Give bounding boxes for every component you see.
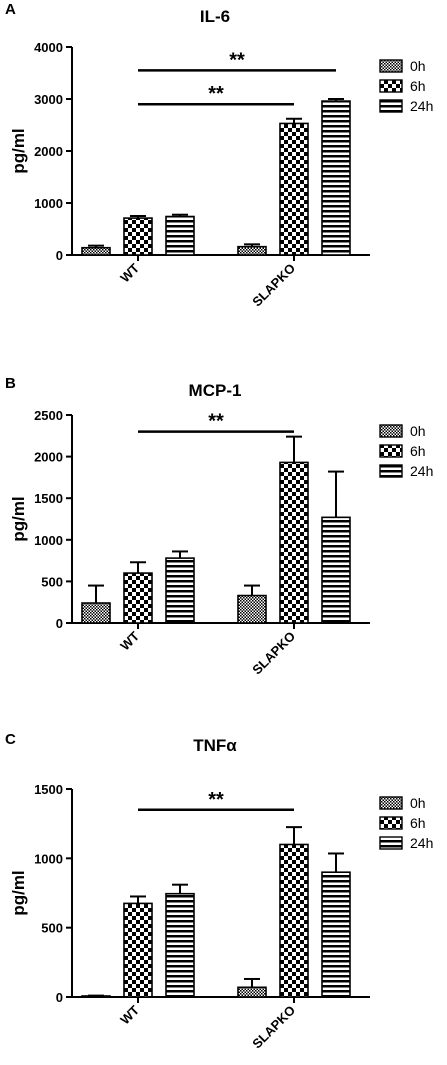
chart-title: IL-6 [200,7,230,26]
legend-label: 24h [410,835,433,851]
bar-0h-slapko [237,986,267,998]
y-axis-label: pg/ml [9,870,28,915]
panel-letter: B [5,375,16,392]
bar-6h-slapko [279,122,309,256]
legend-swatch-6h [379,816,403,830]
bar-6h-wt [123,572,153,624]
category-label: SLAPKO [249,629,298,678]
category-label: WT [117,260,142,285]
bar-24h-slapko [321,516,351,624]
bar-0h-wt [81,602,111,624]
legend-label: 6h [410,815,426,831]
y-tick-label: 1500 [34,491,63,506]
legend-label: 0h [410,795,426,811]
y-tick-label: 0 [56,616,63,631]
category-label: SLAPKO [249,1003,298,1052]
bar-0h-slapko [237,594,267,624]
y-tick-label: 500 [41,574,63,589]
bar-24h-wt [165,215,195,256]
significance-label: ** [208,83,224,105]
y-tick-label: 1000 [34,196,63,211]
y-tick-label: 3000 [34,92,63,107]
legend-label: 6h [410,78,426,94]
category-label: WT [117,628,142,653]
legend-swatch-24h [379,836,403,850]
legend-label: 0h [410,58,426,74]
chart-panel-c: C TNFα pg/ml 0 500 1000 1500 WT SLAPKO ** 0h 6h 24h [5,731,433,1051]
bar-0h-wt [81,246,111,256]
bar-24h-wt [165,892,195,998]
bar-6h-slapko [279,843,309,998]
legend-label: 6h [410,443,426,459]
significance-label: ** [208,411,224,433]
y-tick-label: 2000 [34,450,63,465]
significance-label: ** [229,49,245,71]
chart-panel-b: B MCP-1 pg/ml 0 500 1000 1500 2000 2500 WT SLAPKO *… [5,375,433,677]
y-tick-label: 1500 [34,782,63,797]
legend-swatch-6h [379,79,403,93]
y-tick-label: 4000 [34,40,63,55]
category-label: WT [117,1002,142,1027]
y-tick-label: 0 [56,248,63,263]
bar-24h-slapko [321,100,351,256]
y-tick-label: 2000 [34,144,63,159]
legend-swatch-0h [379,424,403,438]
legend-swatch-24h [379,464,403,478]
legend-swatch-24h [379,99,403,113]
chart-title: TNFα [193,736,237,755]
chart-title: MCP-1 [189,381,242,400]
legend-label: 24h [410,98,433,114]
legend-swatch-0h [379,59,403,73]
bar-0h-slapko [237,245,267,256]
bar-24h-wt [165,557,195,624]
bar-6h-wt [123,902,153,998]
y-axis-label: pg/ml [9,128,28,173]
bar-24h-slapko [321,871,351,998]
y-tick-label: 1000 [34,851,63,866]
legend-swatch-6h [379,444,403,458]
legend-swatch-0h [379,796,403,810]
chart-panel-a: A IL-6 pg/ml 0 1000 2000 3000 4000 WT SLAPKO **** 0… [5,1,433,309]
y-tick-label: 1000 [34,533,63,548]
significance-label: ** [208,789,224,811]
y-axis-label: pg/ml [9,496,28,541]
bar-6h-slapko [279,461,309,624]
legend-label: 24h [410,463,433,479]
panel-letter: A [5,1,16,18]
y-tick-label: 0 [56,990,63,1005]
legend-label: 0h [410,423,426,439]
y-tick-label: 500 [41,921,63,936]
y-tick-label: 2500 [34,408,63,423]
bar-6h-wt [123,217,153,256]
category-label: SLAPKO [249,261,298,310]
panel-letter: C [5,731,16,748]
